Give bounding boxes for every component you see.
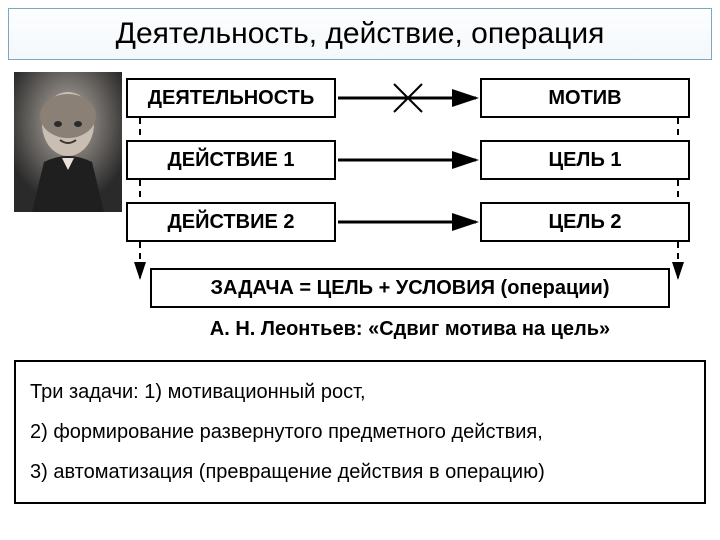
cross-mark-2 (394, 84, 422, 112)
tasks-box: Три задачи: 1) мотивационный рост, 2) фо… (14, 360, 706, 504)
cross-mark-1 (394, 84, 422, 112)
tasks-line-3: 3) автоматизация (превращение действия в… (30, 452, 690, 492)
caption-leontiev: А. Н. Леонтьев: «Сдвиг мотива на цель» (160, 318, 660, 341)
box-action2: ДЕЙСТВИЕ 2 (126, 202, 336, 242)
box-motive: МОТИВ (480, 78, 690, 118)
box-activity: ДЕЯТЕЛЬНОСТЬ (126, 78, 336, 118)
box-action1: ДЕЙСТВИЕ 1 (126, 140, 336, 180)
box-goal1: ЦЕЛЬ 1 (480, 140, 690, 180)
box-goal2: ЦЕЛЬ 2 (480, 202, 690, 242)
tasks-line-1: Три задачи: 1) мотивационный рост, (30, 372, 690, 412)
slide-title: Деятельность, действие, операция (8, 8, 712, 60)
box-formula: ЗАДАЧА = ЦЕЛЬ + УСЛОВИЯ (операции) (150, 268, 670, 308)
tasks-line-2: 2) формирование развернутого предметного… (30, 412, 690, 452)
portrait-placeholder-icon (14, 72, 122, 212)
leontiev-portrait (14, 72, 122, 212)
